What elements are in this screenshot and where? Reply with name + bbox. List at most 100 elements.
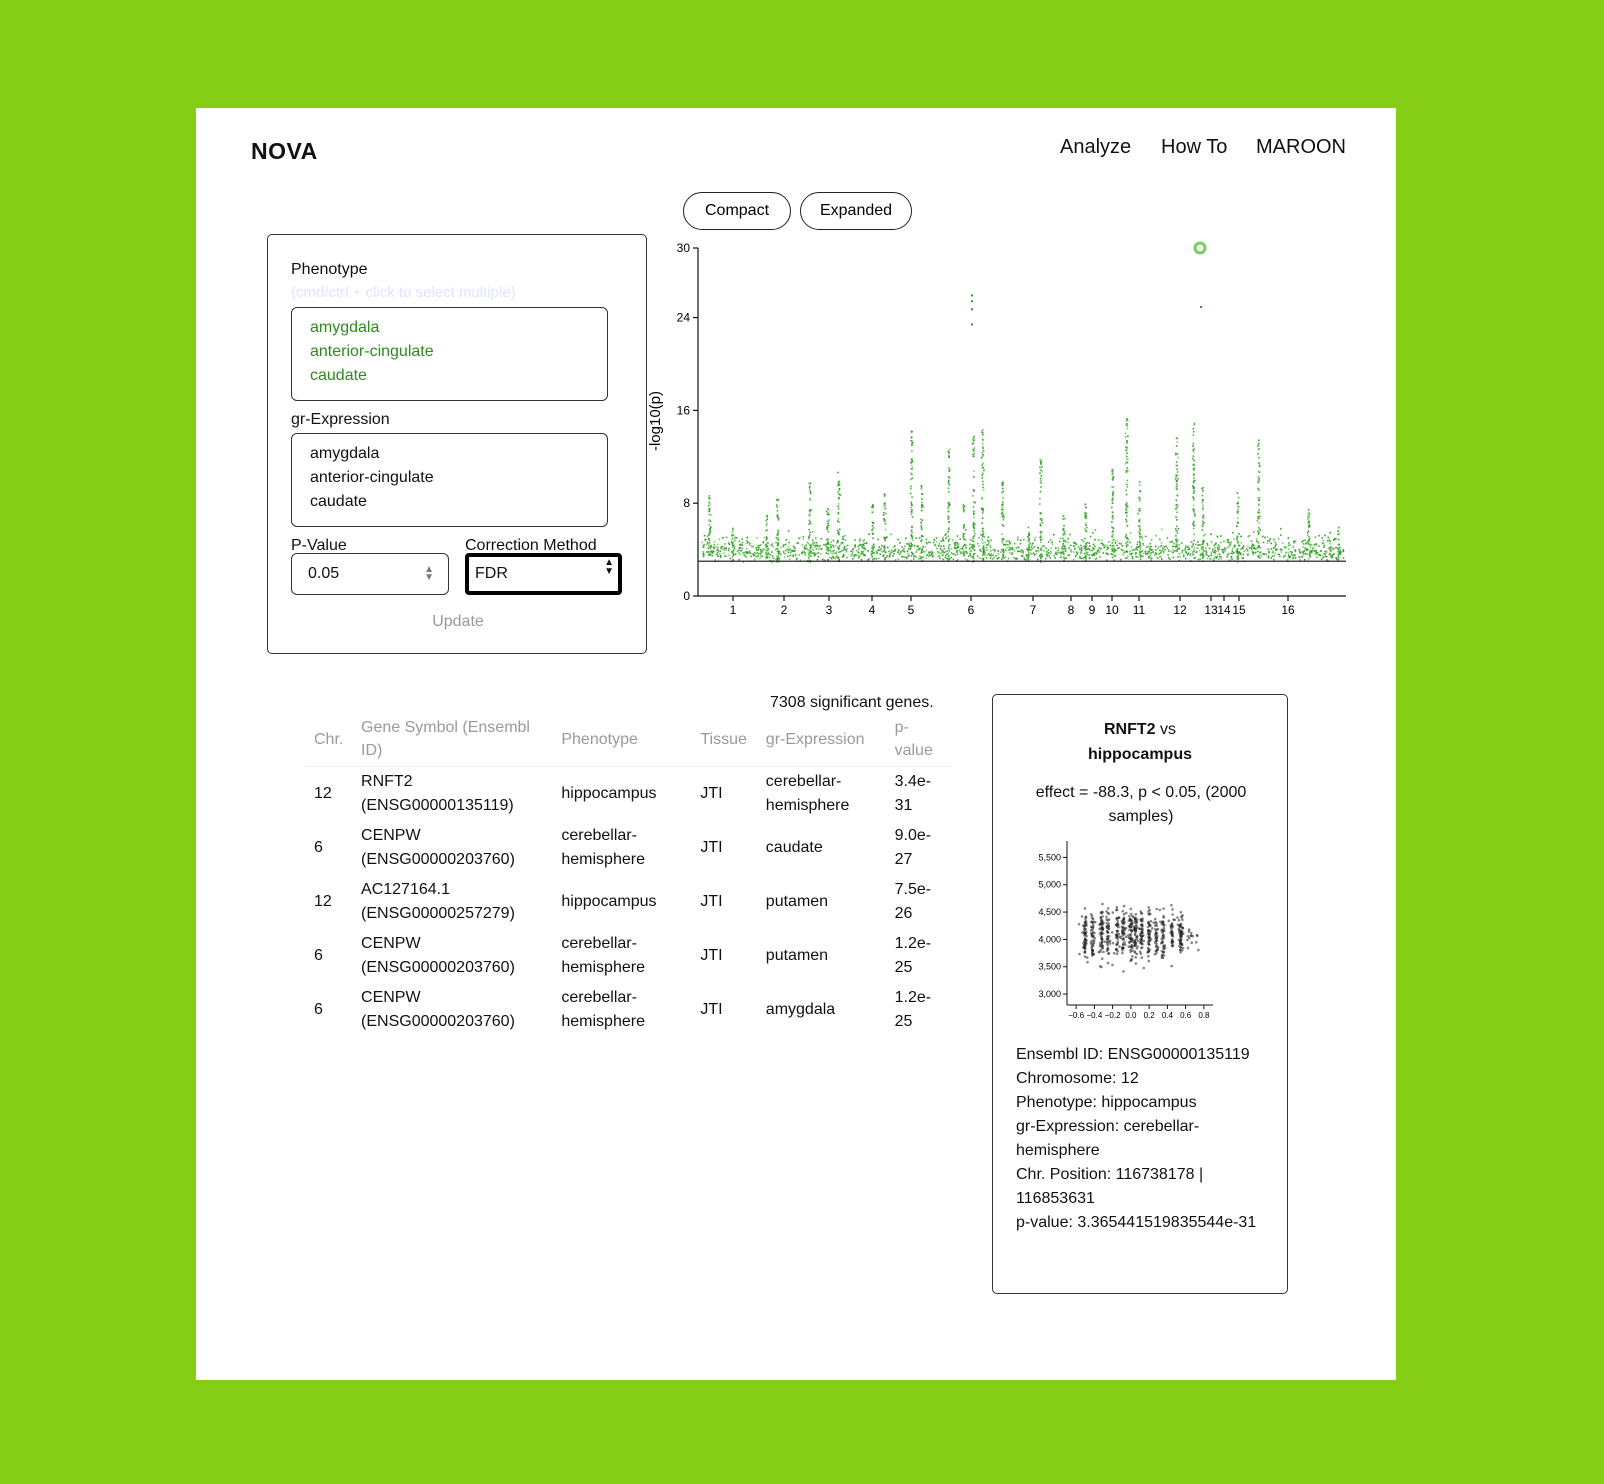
- sample-point: [1163, 946, 1167, 950]
- gwas-point: [828, 519, 830, 521]
- table-row[interactable]: 12 AC127164.1 (ENSG00000257279) hippocam…: [306, 875, 950, 929]
- phenotype-option-anterior-cingulate[interactable]: anterior-cingulate: [310, 343, 434, 360]
- gwas-point: [1257, 541, 1259, 543]
- gwas-point: [883, 539, 886, 541]
- gwas-point: [1331, 556, 1334, 558]
- update-button[interactable]: Update: [432, 613, 484, 630]
- gwas-point: [1197, 544, 1199, 546]
- results-table-container[interactable]: Chr. Gene Symbol (Ensembl ID) Phenotype …: [306, 712, 950, 1152]
- gwas-point: [1085, 542, 1088, 545]
- gwas-point: [1139, 500, 1141, 502]
- gwas-point: [809, 559, 811, 562]
- selected-point[interactable]: [1193, 241, 1207, 255]
- gwas-point: [1011, 553, 1013, 555]
- gwas-point: [1308, 512, 1311, 514]
- nav-analyze[interactable]: Analyze: [1060, 136, 1132, 158]
- correction-method-select[interactable]: FDR ▲ ▼: [465, 553, 622, 595]
- gwas-point: [948, 544, 950, 546]
- gwas-point: [721, 545, 723, 548]
- gwas-point: [809, 497, 811, 500]
- gwas-point: [713, 550, 715, 553]
- gwas-point: [1175, 486, 1178, 488]
- expression-option-caudate[interactable]: caudate: [310, 493, 367, 510]
- gwas-point: [1238, 544, 1241, 547]
- gwas-point: [1237, 558, 1240, 560]
- gwas-point: [868, 533, 870, 535]
- pvalue-input[interactable]: 0.05 ▲ ▼: [291, 553, 449, 595]
- col-chr[interactable]: Chr.: [306, 712, 354, 767]
- scatter-x-ticks: −0.6 −0.4 −0.2 0.0 0.2 0.4 0.6 0.8: [1068, 1005, 1210, 1020]
- sample-point: [1100, 932, 1104, 936]
- sample-point: [1160, 928, 1164, 931]
- gwas-point: [828, 513, 830, 516]
- gwas-point: [1169, 541, 1171, 543]
- table-row[interactable]: 6 CENPW (ENSG00000203760) cerebellar-hem…: [306, 983, 950, 1037]
- gwas-point: [942, 550, 944, 552]
- gwas-point: [844, 549, 847, 551]
- gwas-point: [709, 520, 712, 523]
- gwas-point: [985, 544, 988, 546]
- gwas-point: [963, 523, 965, 526]
- gwas-point: [810, 509, 813, 511]
- gwas-point: [1084, 528, 1086, 530]
- sample-point: [1083, 951, 1086, 954]
- gwas-point: [872, 544, 875, 547]
- phenotype-option-caudate[interactable]: caudate: [310, 367, 367, 384]
- col-pvalue[interactable]: p-value: [886, 712, 950, 767]
- gwas-point: [883, 549, 886, 552]
- gwas-point: [851, 551, 854, 554]
- gwas-point: [1329, 546, 1332, 548]
- gwas-point: [732, 527, 734, 530]
- expanded-view-button[interactable]: Expanded: [800, 192, 912, 230]
- gwas-point: [1250, 540, 1253, 542]
- gwas-point: [973, 535, 975, 537]
- gwas-point: [982, 530, 984, 533]
- gwas-point: [1257, 453, 1259, 455]
- gwas-point: [1067, 537, 1069, 540]
- table-row[interactable]: 12 RNFT2 (ENSG00000135119) hippocampus J…: [306, 767, 950, 822]
- gwas-point: [724, 555, 727, 557]
- gwas-point: [1091, 554, 1094, 557]
- gwas-point: [1202, 515, 1205, 517]
- sample-point: [1132, 916, 1135, 919]
- gwas-point: [1088, 554, 1091, 556]
- col-phenotype[interactable]: Phenotype: [553, 712, 693, 767]
- gwas-point: [1258, 503, 1260, 506]
- gwas-point: [1048, 552, 1050, 554]
- expression-option-anterior-cingulate[interactable]: anterior-cingulate: [310, 469, 434, 486]
- gwas-point: [1181, 551, 1183, 554]
- gwas-point: [1308, 524, 1310, 526]
- gwas-point: [1202, 487, 1204, 489]
- nav-how-to[interactable]: How To: [1161, 136, 1228, 158]
- gwas-point: [990, 546, 992, 549]
- stepper-icon[interactable]: ▲ ▼: [424, 564, 434, 583]
- gwas-point: [1257, 476, 1260, 478]
- gwas-point: [982, 551, 984, 553]
- gwas-point: [1177, 539, 1179, 541]
- sample-point: [1101, 915, 1104, 918]
- detail-effect: effect = -88.3, p < 0.05, (2000 samples): [1035, 784, 1247, 825]
- nav-maroon[interactable]: MAROON: [1256, 136, 1346, 158]
- gwas-point: [768, 556, 771, 559]
- compact-view-button[interactable]: Compact: [683, 192, 791, 230]
- expression-option-amygdala[interactable]: amygdala: [310, 445, 380, 462]
- sample-point: [1129, 907, 1133, 911]
- gwas-point: [1178, 544, 1180, 546]
- phenotype-select[interactable]: amygdala anterior-cingulate caudate: [291, 307, 608, 401]
- gwas-point: [1154, 545, 1157, 548]
- col-tissue[interactable]: Tissue: [692, 712, 758, 767]
- gwas-point: [911, 539, 914, 541]
- gwas-point: [948, 452, 950, 455]
- gwas-point: [833, 549, 835, 552]
- table-row[interactable]: 6 CENPW (ENSG00000203760) cerebellar-hem…: [306, 929, 950, 983]
- col-expression[interactable]: gr-Expression: [757, 712, 887, 767]
- sample-point: [1147, 954, 1150, 958]
- table-row[interactable]: 6 CENPW (ENSG00000203760) cerebellar-hem…: [306, 821, 950, 875]
- gwas-point: [1324, 534, 1326, 537]
- col-gene[interactable]: Gene Symbol (Ensembl ID): [353, 712, 554, 767]
- sample-point: [1089, 940, 1093, 944]
- brand-logo[interactable]: NOVA: [251, 138, 318, 164]
- phenotype-option-amygdala[interactable]: amygdala: [310, 319, 380, 336]
- expression-select[interactable]: amygdala anterior-cingulate caudate: [291, 433, 608, 527]
- gwas-point: [911, 461, 914, 463]
